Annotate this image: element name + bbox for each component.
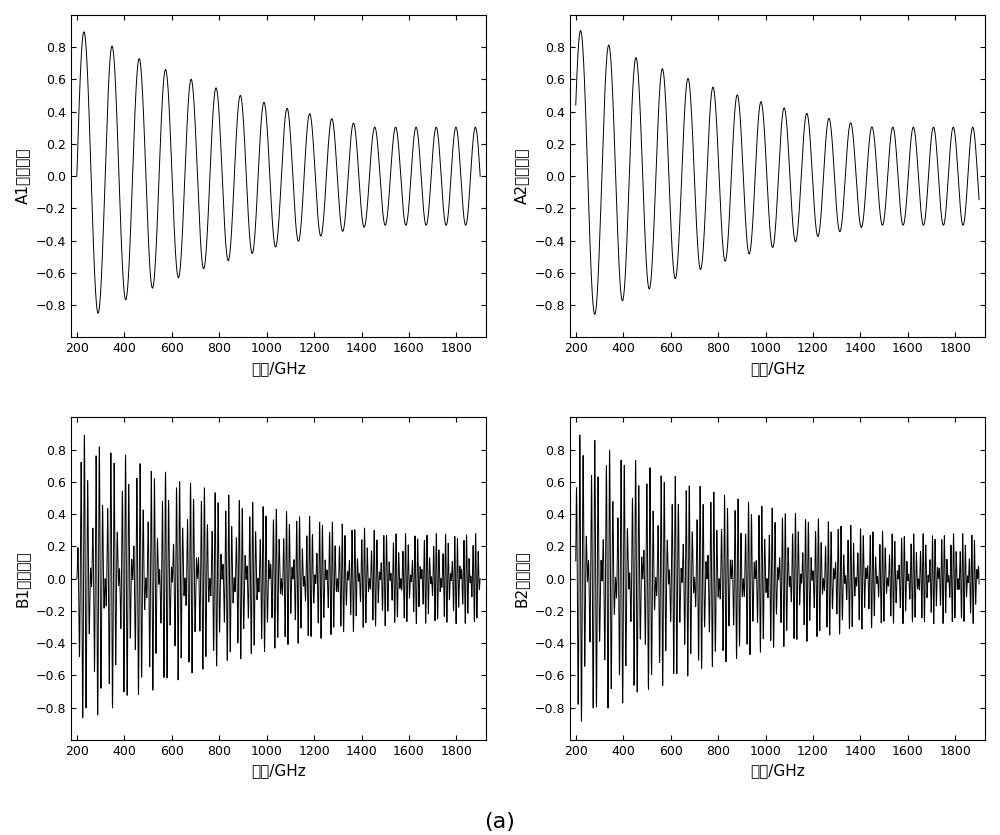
Y-axis label: B1相对强度: B1相对强度 [15, 550, 30, 607]
X-axis label: 频率/GHz: 频率/GHz [251, 361, 306, 376]
Y-axis label: A1相对强度: A1相对强度 [15, 148, 30, 205]
Y-axis label: B2相对强度: B2相对强度 [514, 550, 529, 607]
X-axis label: 频率/GHz: 频率/GHz [251, 763, 306, 778]
Text: (a): (a) [485, 812, 515, 832]
X-axis label: 频率/GHz: 频率/GHz [750, 361, 805, 376]
X-axis label: 频率/GHz: 频率/GHz [750, 763, 805, 778]
Y-axis label: A2相对强度: A2相对强度 [514, 148, 529, 205]
